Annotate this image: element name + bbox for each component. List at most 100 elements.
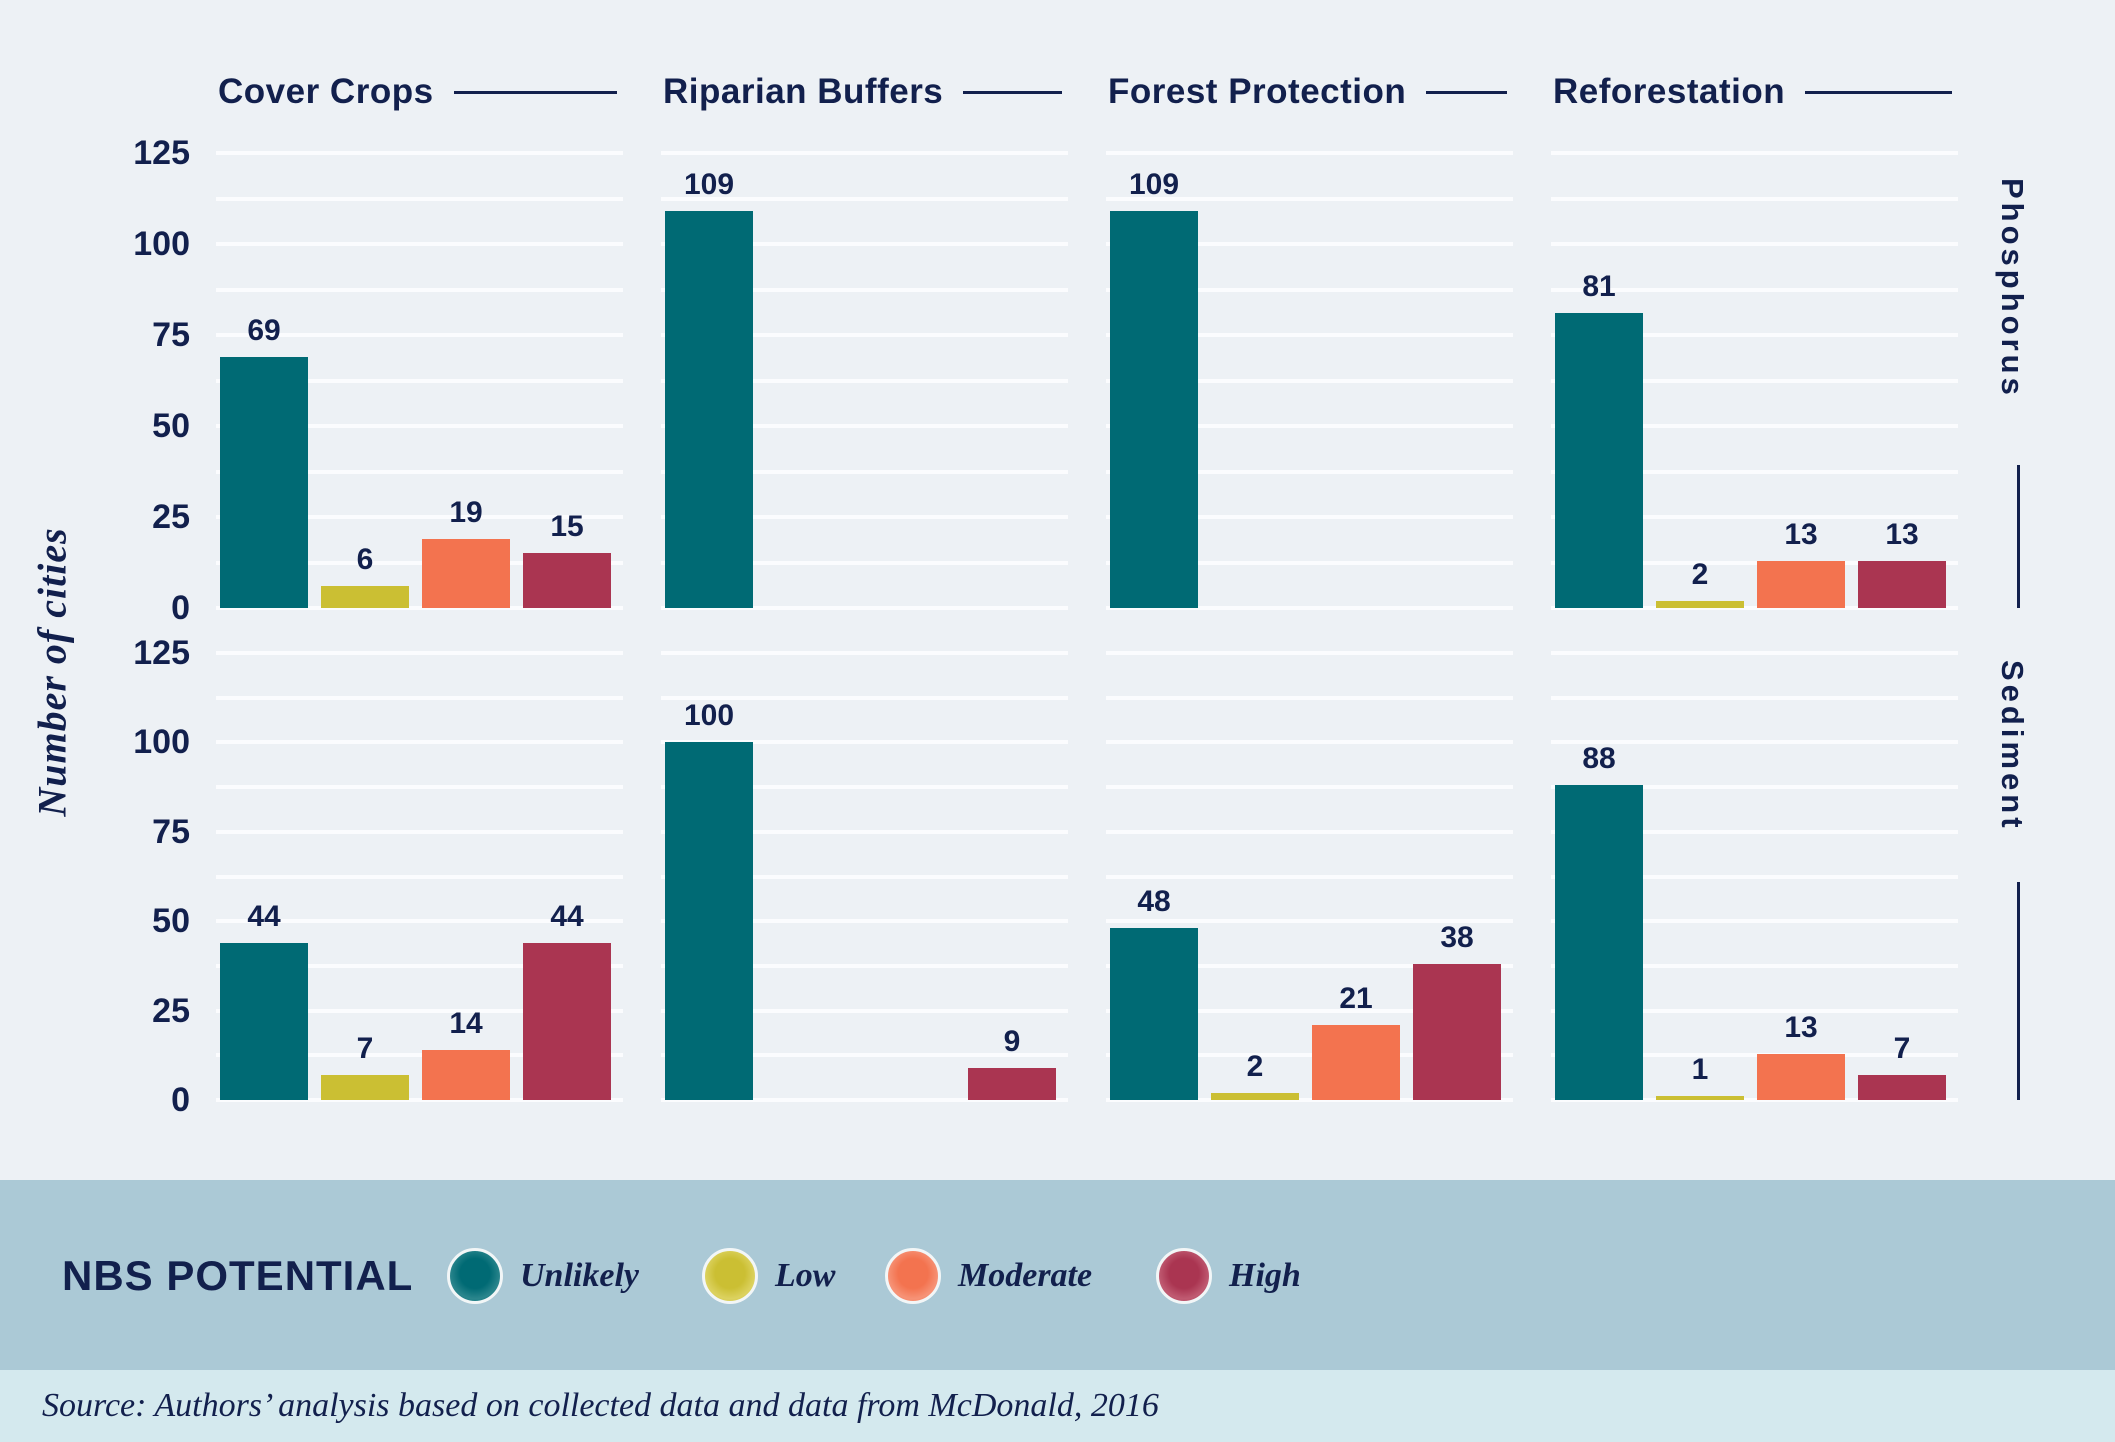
gridline (1551, 606, 1958, 610)
facet-title-reforestation: Reforestation (1553, 70, 1958, 114)
gridline (216, 740, 623, 745)
bar-value-label: 6 (356, 543, 374, 577)
gridline (1106, 151, 1513, 155)
bar-value-label: 9 (1003, 1024, 1021, 1058)
gridline (216, 378, 623, 383)
bar-unlikely (665, 211, 753, 608)
gridline (661, 606, 1068, 610)
bar-value-label: 44 (550, 899, 584, 933)
bar-value-label: 19 (449, 495, 483, 529)
bar-unlikely (220, 356, 308, 608)
y-tick-label: 125 (133, 134, 190, 172)
bar-high (1858, 560, 1946, 608)
bar-high (1413, 964, 1501, 1100)
facet-title-text: Forest Protection (1108, 72, 1407, 111)
gridline (216, 963, 623, 968)
bar-moderate (1757, 1053, 1845, 1100)
gridline (1106, 1098, 1513, 1102)
gridline (1551, 378, 1958, 383)
bar-unlikely (1110, 211, 1198, 608)
title-rule (1426, 90, 1507, 94)
gridline (216, 515, 623, 519)
bar-high (968, 1067, 1056, 1100)
legend-swatch-low (702, 1248, 758, 1304)
bar-value-label: 48 (1137, 885, 1171, 919)
legend-label: High (1229, 1257, 1301, 1294)
row-label-phosphorus: Phosphorus (1995, 178, 2030, 399)
bar-moderate (1757, 560, 1845, 608)
facet-title-text: Reforestation (1553, 72, 1786, 111)
gridline (1106, 919, 1513, 924)
y-tick-label: 75 (152, 316, 190, 354)
gridline (1106, 695, 1513, 700)
gridline (1106, 606, 1513, 610)
gridline (661, 424, 1068, 428)
row-label-rule-sediment (2017, 882, 2020, 1100)
gridline (216, 1053, 623, 1058)
gridline (1106, 242, 1513, 246)
gridline (1551, 1098, 1958, 1102)
bar-value-label: 109 (1128, 168, 1180, 202)
facet-title-text: Cover Crops (218, 72, 434, 111)
gridline (216, 785, 623, 790)
gridline (216, 919, 623, 924)
gridline (1106, 1053, 1513, 1058)
bar-value-label: 100 (683, 699, 735, 733)
bar-low (1211, 1092, 1299, 1100)
gridline (1106, 740, 1513, 745)
bar-low (1656, 600, 1744, 608)
gridline (1106, 378, 1513, 383)
bar-value-label: 13 (1885, 517, 1919, 551)
bar-value-label: 14 (449, 1006, 483, 1040)
bar-value-label: 88 (1582, 742, 1616, 776)
gridline (216, 1008, 623, 1013)
legend-label: Unlikely (520, 1257, 639, 1294)
gridline (216, 560, 623, 565)
gridline (216, 469, 623, 474)
source-band (0, 1370, 2115, 1442)
gridline (1551, 874, 1958, 879)
gridline (661, 287, 1068, 292)
gridline (1551, 151, 1958, 155)
gridline (1551, 242, 1958, 246)
gridline (216, 1098, 623, 1102)
gridline (216, 606, 623, 610)
legend-item-high: High (1156, 1247, 1301, 1305)
bar-high (1858, 1074, 1946, 1100)
bar-unlikely (1555, 785, 1643, 1100)
gridline (661, 1098, 1068, 1102)
gridline (1551, 740, 1958, 745)
gridline (1106, 424, 1513, 428)
y-tick-label: 0 (171, 1081, 190, 1119)
gridline (1106, 287, 1513, 292)
gridline (1106, 829, 1513, 834)
gridline (661, 515, 1068, 519)
gridline (1551, 1008, 1958, 1013)
bar-moderate (422, 1049, 510, 1100)
gridline (216, 242, 623, 246)
bar-value-label: 109 (683, 168, 735, 202)
row-label-rule-phosphorus (2017, 465, 2020, 608)
bar-high (523, 553, 611, 608)
bar-value-label: 38 (1440, 921, 1474, 955)
gridline (1106, 785, 1513, 790)
gridline (216, 424, 623, 428)
gridline (216, 651, 623, 655)
source-text: Source: Authors’ analysis based on colle… (42, 1387, 1159, 1424)
y-tick-label: 100 (133, 723, 190, 762)
gridline (216, 829, 623, 834)
y-tick-label: 125 (133, 634, 190, 672)
title-rule (1805, 90, 1952, 94)
gridline (661, 695, 1068, 700)
gridline (1106, 651, 1513, 655)
gridline (216, 874, 623, 879)
bar-low (1656, 1096, 1744, 1100)
y-tick-label: 0 (171, 589, 190, 627)
legend-swatch-unlikely (447, 1248, 503, 1304)
bar-value-label: 13 (1784, 517, 1818, 551)
gridline (1551, 196, 1958, 201)
gridline (1106, 515, 1513, 519)
gridline (216, 287, 623, 292)
bar-value-label: 1 (1691, 1053, 1709, 1087)
